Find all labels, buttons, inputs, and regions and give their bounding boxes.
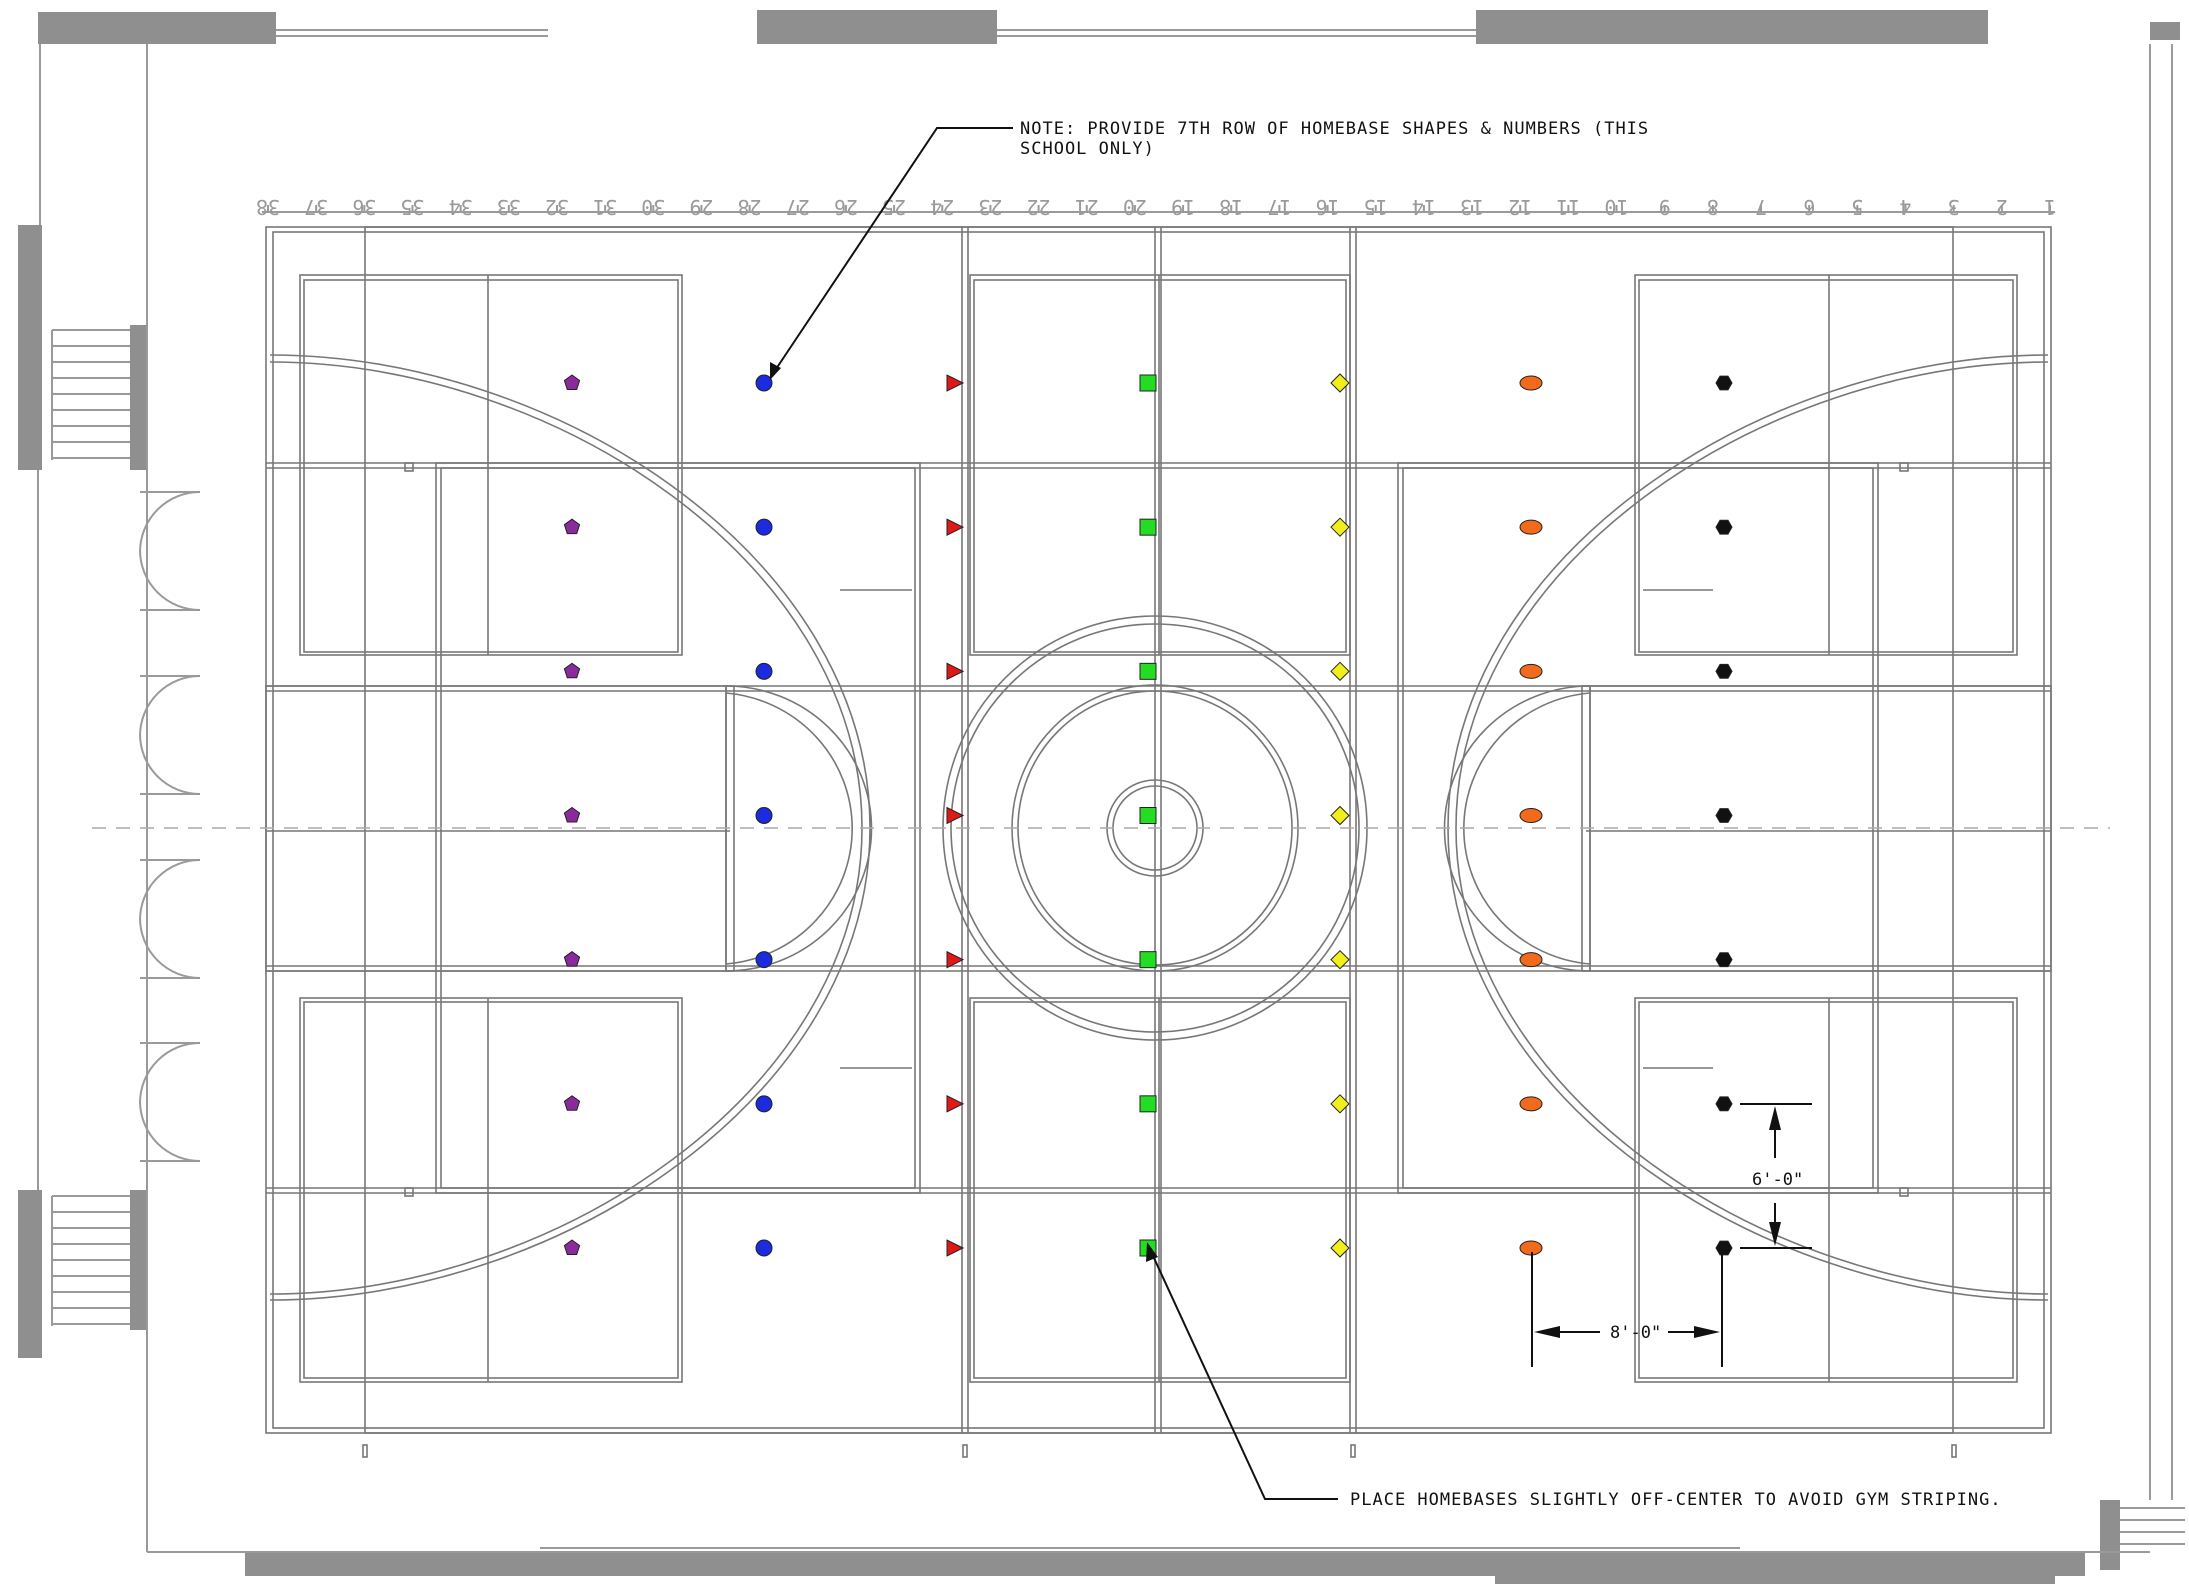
dimension-label-horizontal: 8'-0" [1610,1323,1661,1343]
triangle-icon [946,950,965,969]
circle-icon [755,374,773,392]
leader-arrowhead-icon [770,362,781,380]
dimension-vertical: 6'-0" [1740,1103,1812,1249]
triangle-icon [946,806,965,825]
triangle-icon [946,518,965,536]
hexagon-icon [1715,519,1733,535]
basketball-court [92,226,2110,1458]
door-swing [139,1100,201,1162]
column-number-strip: 38 37 36 35 34 33 32 31 30 29 28 27 26 25 24 23 22 21 20 19… [256,195,2056,219]
hexagon-icon [1715,375,1733,391]
pentagon-icon [563,662,581,679]
hexagon-icon [1715,808,1733,823]
oval-icon [1519,808,1543,823]
building-walls [18,10,2180,1584]
pentagon-icon [563,1239,581,1255]
circle-icon [755,662,773,680]
pentagon-icon [563,806,581,823]
circle-icon [755,807,773,824]
dimension-arrow-left-icon [1534,1326,1560,1338]
circle-icon [755,518,773,536]
diamond-icon [1330,373,1350,393]
stairs [51,329,130,1326]
door-swing [139,917,201,979]
oval-icon [1519,375,1543,391]
dimension-label-vertical: 6'-0" [1752,1170,1803,1190]
dimension-horizontal: 8'-0" [1531,1252,1723,1367]
bottom-note-text: PLACE HOMEBASES SLIGHTLY OFF-CENTER TO A… [1350,1490,2002,1510]
pentagon-icon [563,951,581,967]
pentagon-icon [563,374,581,390]
dimension-arrow-right-icon [1694,1326,1720,1338]
door-swing [139,1042,201,1104]
circle-icon [755,1095,773,1113]
hexagon-icon [1715,1240,1733,1256]
oval-icon [1519,952,1543,968]
hexagon-icon [1715,1096,1733,1112]
dimension-arrow-up-icon [1769,1106,1781,1130]
pentagon-icon [563,518,581,535]
homebase-markers [563,373,1733,1258]
square-icon [1139,374,1157,392]
door-swing [139,675,201,737]
triangle-icon [946,1239,965,1257]
top-note: NOTE: PROVIDE 7TH ROW OF HOMEBASE SHAPES… [769,119,1649,380]
note-line-1: NOTE: PROVIDE 7TH ROW OF HOMEBASE SHAPES… [1020,119,1649,139]
diamond-icon [1330,517,1350,537]
building-outline [37,29,2185,1553]
hexagon-icon [1715,663,1733,679]
square-icon [1139,807,1157,824]
circle-icon [755,951,773,969]
dimension-arrow-down-icon [1769,1222,1781,1246]
pentagon-icon [563,1095,581,1111]
door-swing [139,859,201,921]
door-swing [139,733,201,795]
square-icon [1139,518,1157,536]
oval-icon [1519,1096,1543,1112]
diamond-icon [1330,661,1350,682]
triangle-icon [946,662,965,681]
triangle-icon [946,1095,965,1113]
square-icon [1139,662,1157,680]
door-swings [139,491,201,1162]
door-swing [139,491,201,553]
note-line-2: SCHOOL ONLY) [1020,139,1155,159]
oval-icon [1519,519,1543,535]
triangle-icon [946,374,965,392]
square-icon [1139,1095,1157,1113]
circle-icon [755,1239,773,1257]
hexagon-icon [1715,952,1733,968]
bottom-note: PLACE HOMEBASES SLIGHTLY OFF-CENTER TO A… [1146,1242,2002,1510]
diamond-icon [1330,949,1350,970]
diamond-icon [1330,805,1350,826]
square-icon [1139,951,1157,969]
oval-icon [1519,663,1543,679]
leader-arrowhead-icon [1146,1242,1158,1262]
diamond-icon [1330,1238,1350,1258]
diamond-icon [1330,1094,1350,1114]
door-swing [139,549,201,611]
